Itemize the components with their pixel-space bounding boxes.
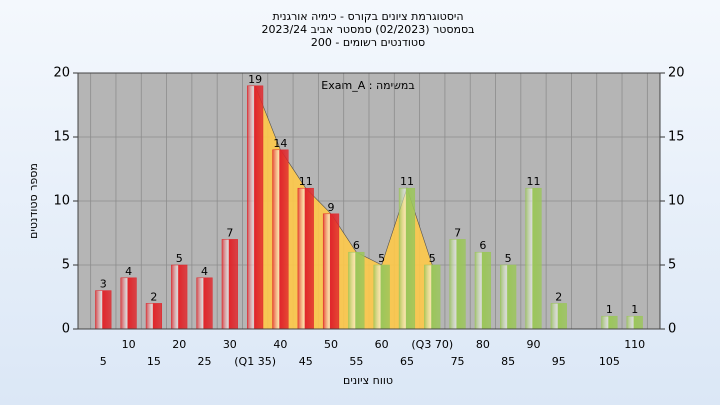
y-tick-label: 20 [53,66,70,81]
x-tick-label: 5 [100,355,107,368]
bar [550,303,567,330]
bar [398,187,416,330]
x-tick-label: 75 [451,355,465,368]
y-tick-label: 5 [668,258,676,273]
y-tick-label: 5 [62,258,70,273]
x-tick-label: 55 [349,355,363,368]
bar [120,277,137,330]
value-label: 2 [555,290,562,303]
y-tick-label: 10 [53,194,70,209]
plot-border [77,72,661,330]
bar [601,315,618,330]
y-axis-label: מספר סטודנטים [27,163,40,239]
x-tick-label: (Q3 70) [411,338,453,351]
bar [500,264,517,330]
x-tick-label: 30 [223,338,237,351]
value-label: 7 [454,226,461,239]
bar [297,187,314,330]
x-tick-label: (Q1 35) [234,355,276,368]
bar [474,251,491,330]
value-label: 1 [631,303,638,316]
bar [196,277,213,330]
x-tick-label: 50 [324,338,338,351]
value-label: 11 [526,175,540,188]
value-label: 19 [248,73,262,86]
bar [373,264,390,330]
bar [449,239,466,330]
x-tick-label: 65 [400,355,414,368]
value-label: 3 [100,278,107,291]
value-label: 5 [505,252,512,265]
value-label: 11 [299,175,313,188]
annotation: במשימה : Exam_A [321,79,414,92]
value-label: 1 [606,303,613,316]
x-tick-label: 110 [624,338,645,351]
bar [322,213,340,330]
value-label: 5 [429,252,436,265]
x-tick-label: 80 [476,338,490,351]
value-label: 2 [150,290,157,303]
bar [348,251,365,330]
x-tick-label: 40 [273,338,287,351]
value-label: 6 [353,239,360,252]
bar [272,149,289,330]
value-label: 5 [378,252,385,265]
y-tick-label: 10 [668,194,685,209]
value-label: 4 [125,265,132,278]
y-tick-label: 20 [668,66,685,81]
value-label: 14 [273,137,287,150]
x-tick-label: 45 [299,355,313,368]
y-tick-label: 0 [62,322,70,337]
bar [525,187,542,330]
bar [221,239,238,330]
x-tick-label: 15 [147,355,161,368]
bar [145,303,163,330]
chart-title: היסטוגרמת ציונים בקורס - כימיה אורגנית [272,10,463,23]
x-tick-label: 90 [526,338,540,351]
bar [247,85,264,330]
bar [424,264,441,330]
x-tick-label: 85 [501,355,515,368]
y-tick-label: 0 [668,322,676,337]
y-tick-label: 15 [668,130,685,145]
value-label: 6 [479,239,486,252]
bar [95,290,112,330]
x-tick-label: 25 [198,355,212,368]
bar [171,264,188,330]
x-tick-label: 105 [599,355,620,368]
value-label: 9 [328,201,335,214]
bar [626,315,643,330]
x-axis-label: טווח ציונים [343,374,393,387]
value-label: 7 [226,226,233,239]
x-tick-label: 20 [172,338,186,351]
value-label: 11 [400,175,414,188]
chart-subtitle: סטודנטים רשומים - 200 [311,36,425,49]
x-tick-label: 95 [552,355,566,368]
value-label: 5 [176,252,183,265]
x-tick-label: 60 [375,338,389,351]
chart-subtitle: בסמסטר (02/2023) סמסטר אביב 2023/24 [261,23,474,36]
x-tick-label: 10 [122,338,136,351]
value-label: 4 [201,265,208,278]
y-tick-label: 15 [53,130,70,145]
